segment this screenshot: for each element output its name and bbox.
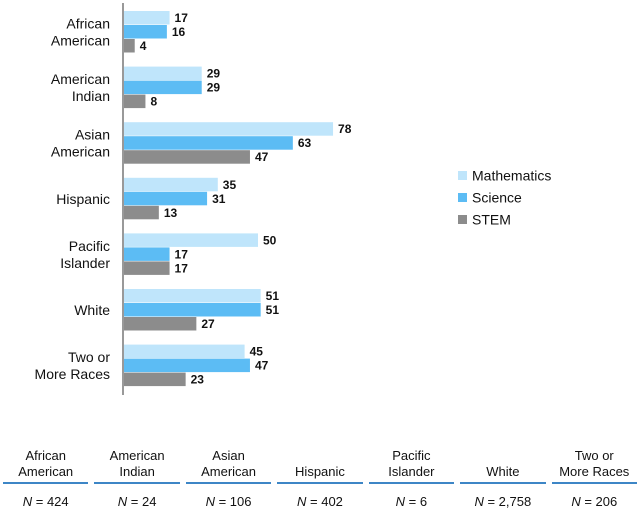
sample-size-header: White [486,463,520,479]
data-label: 51 [266,303,280,317]
bar-stem [124,94,146,109]
legend-label: STEM [472,212,511,228]
data-label: 8 [150,95,157,109]
data-label: 29 [207,81,221,95]
bar-stem [124,39,135,53]
bar-stem [124,205,159,220]
data-label: 31 [212,192,226,206]
sample-size-value: N = 6 [395,493,428,509]
bar-mathematics [124,177,218,192]
bar-stem [124,261,170,275]
bar-chart: African American American Indian Asian Americ… [35,3,551,395]
legend: Mathematics Science STEM [458,168,551,228]
bar-science [124,303,261,317]
category-label: White [74,302,110,318]
data-label: 47 [255,150,269,164]
sample-size-rule-row [0,480,640,486]
bar-mathematics [124,289,261,303]
header-underline [91,480,182,486]
bar-stem [124,150,250,164]
sample-size-value: N = 206 [571,493,618,509]
sample-size-value: N = 24 [117,493,157,509]
header-underline [457,480,548,486]
sample-size-header: Hispanic [295,463,345,479]
sample-size-header: Pacific Islander [388,447,435,479]
data-label: 4 [140,39,147,53]
header-underline [183,480,274,486]
data-label: 13 [164,206,178,220]
category-label: Two or More Races [35,349,111,382]
bar-mathematics [124,233,258,247]
data-label: 63 [298,136,312,150]
header-underline [549,480,640,486]
header-underline [274,480,365,486]
bar-mathematics [124,11,170,25]
data-label: 17 [175,11,189,25]
sample-size-value: N = 424 [22,493,69,509]
legend-swatch [458,171,467,180]
bar-mathematics [124,344,245,359]
category-label: African American [51,16,110,49]
bar-science [124,136,293,150]
bar-stem [124,317,197,331]
bar-science [124,247,170,261]
data-label: 45 [250,345,264,359]
data-label: 50 [263,233,277,247]
data-label: 17 [175,247,189,261]
sample-size-table: African American American Indian Asian Americ… [0,440,640,516]
sample-size-header: Asian American [201,447,257,479]
sample-size-header: African American [18,447,74,479]
sample-size-value: N = 2,758 [474,493,532,509]
sample-size-value: N = 402 [297,493,343,509]
bars [124,11,334,387]
data-label: 23 [191,373,205,387]
bar-stem [124,372,186,387]
category-label: Asian American [51,127,110,160]
header-underline [366,480,457,486]
category-label: Hispanic [56,191,110,207]
sample-size-header: Two or More Races [559,447,630,479]
data-label: 29 [207,67,221,81]
bar-science [124,25,167,39]
bar-science [124,80,202,95]
sample-size-value: N = 106 [205,493,252,509]
bar-mathematics [124,66,202,81]
data-label: 47 [255,359,269,373]
legend-swatch [458,193,467,202]
data-label: 27 [201,317,215,331]
legend-label: Science [472,190,522,206]
category-label: Pacific Islander [60,238,110,271]
legend-label: Mathematics [472,168,551,184]
data-label: 17 [175,261,189,275]
legend-swatch [458,215,467,224]
bar-science [124,191,208,206]
category-label: American Indian [51,71,110,104]
data-label: 78 [338,122,352,136]
sample-size-header-row: African American American Indian Asian Americ… [0,440,640,480]
sample-size-values-row: N = 424 N = 24 N = 106 N = 402 N = 6 N = 2,75… [0,486,640,516]
data-label: 35 [223,178,237,192]
sample-size-header: American Indian [109,447,165,479]
header-underline [0,480,91,486]
bar-mathematics [124,122,334,136]
data-label: 51 [266,289,280,303]
bar-science [124,358,250,373]
data-label: 16 [172,25,186,39]
category-labels: African American American Indian Asian Americ… [35,16,111,383]
